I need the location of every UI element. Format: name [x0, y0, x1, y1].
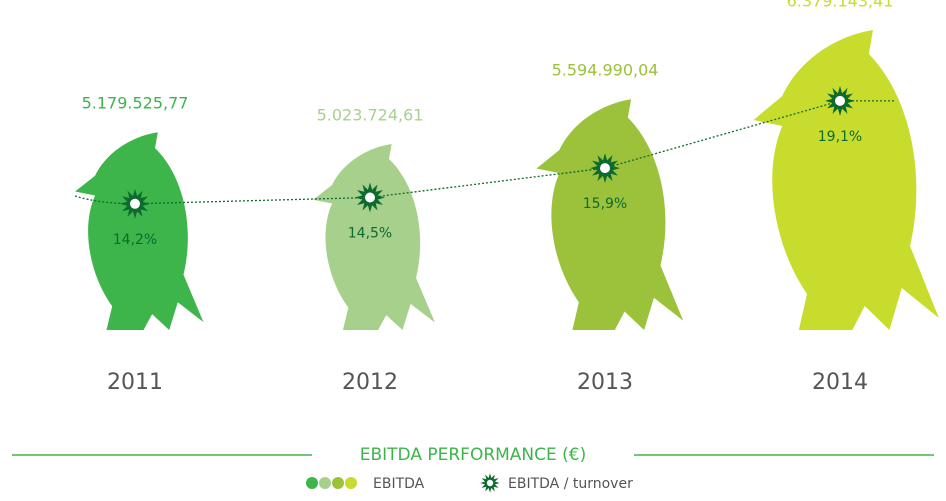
legend-label: EBITDA / turnover [508, 476, 633, 492]
x-tick-label: 2011 [107, 370, 163, 395]
chart: EBITDA PERFORMANCE (€) 5.179.525,77 2011 5… [0, 0, 946, 501]
ratio-label: 14,2% [113, 232, 157, 248]
value-label: 5.023.724,61 [317, 105, 424, 124]
legend-swatch [345, 477, 357, 489]
ratio-line [135, 101, 840, 204]
marker-center [365, 193, 375, 203]
legend-swatch [319, 477, 331, 489]
x-tick-label: 2012 [342, 370, 398, 395]
ratio-label: 14,5% [348, 226, 392, 242]
marker-center [835, 96, 845, 106]
marker-center [600, 163, 610, 173]
x-tick-label: 2013 [577, 370, 633, 395]
marker-center [130, 199, 140, 209]
value-label: 5.594.990,04 [552, 61, 659, 80]
value-label: 6.379.143,41 [787, 0, 894, 11]
legend-label: EBITDA [373, 476, 425, 492]
value-label: 5.179.525,77 [82, 94, 189, 113]
legend-swatch [306, 477, 318, 489]
ratio-label: 15,9% [583, 196, 627, 212]
x-tick-label: 2014 [812, 370, 868, 395]
owl [537, 99, 684, 330]
legend-swatch [332, 477, 344, 489]
owl [753, 30, 938, 330]
ratio-label: 19,1% [818, 129, 862, 145]
legend-swatch-center [487, 480, 493, 486]
chart-title: EBITDA PERFORMANCE (€) [360, 445, 587, 465]
